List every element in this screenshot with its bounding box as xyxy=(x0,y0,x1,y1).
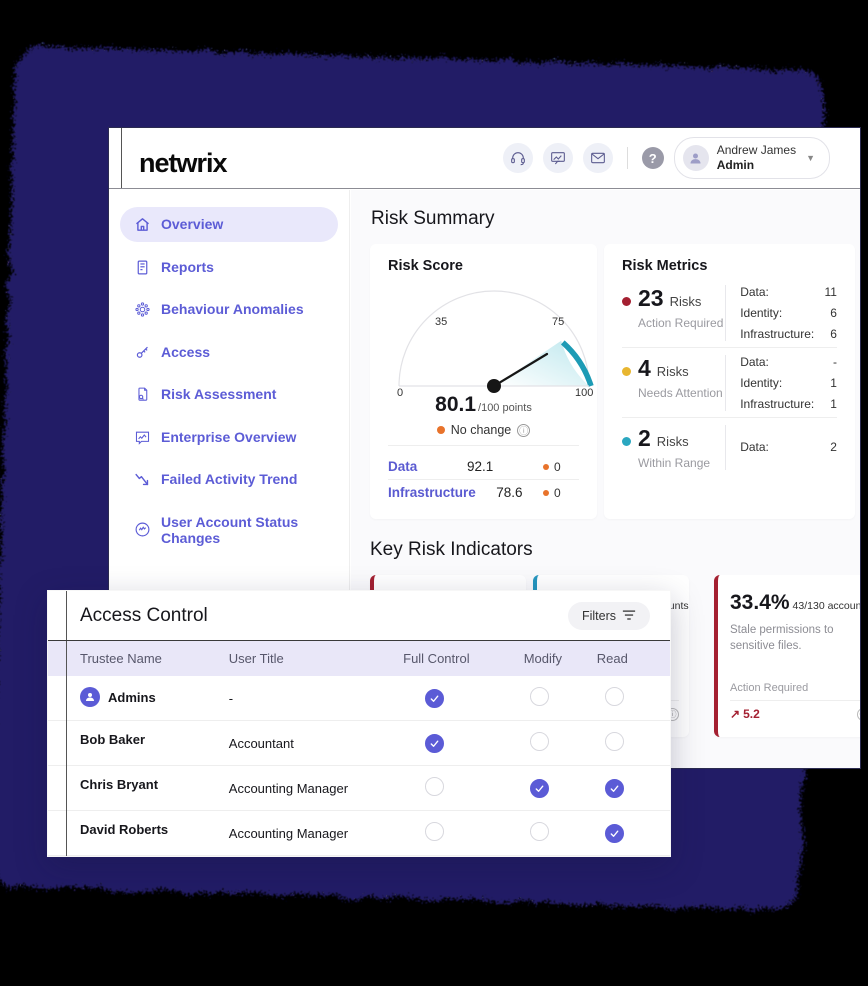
svg-text:0: 0 xyxy=(397,387,403,396)
svg-text:100: 100 xyxy=(575,387,593,396)
svg-text:75: 75 xyxy=(552,316,564,328)
svg-text:35: 35 xyxy=(435,316,447,328)
